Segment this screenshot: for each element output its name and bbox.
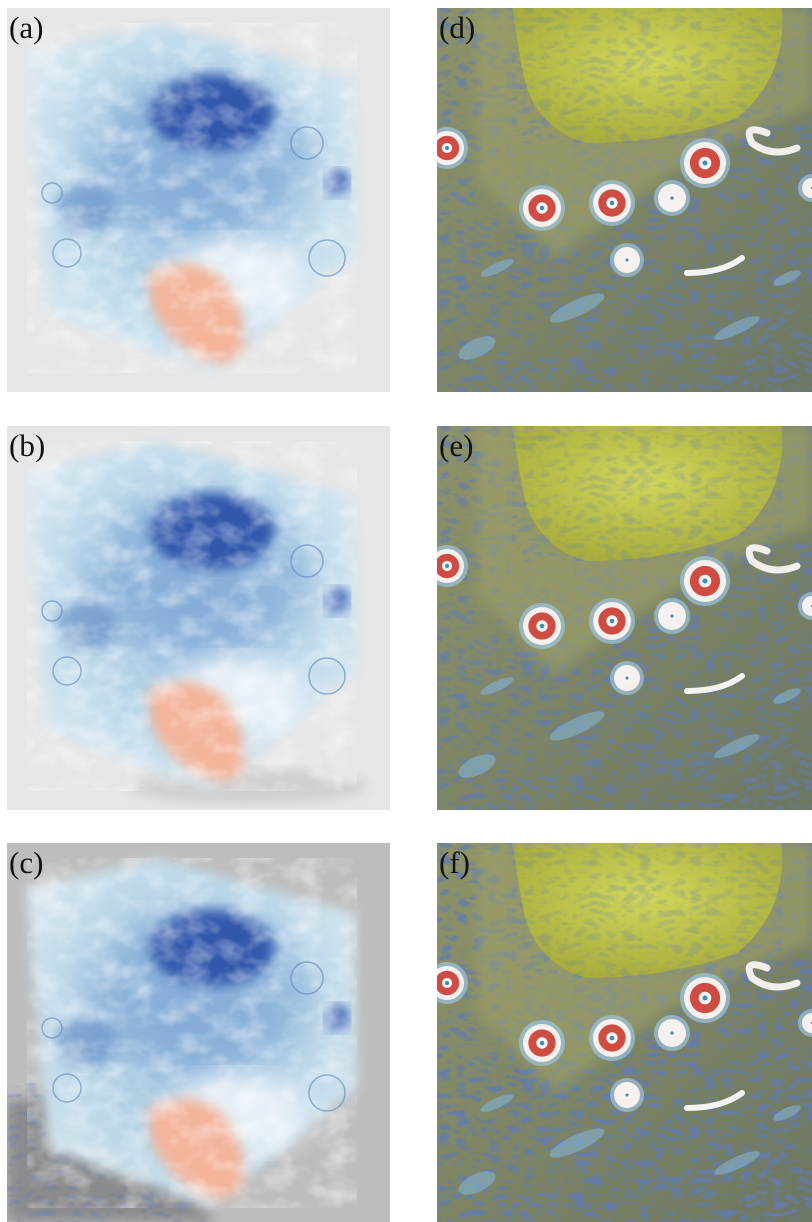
eddy-center	[540, 206, 545, 211]
eddy-center	[445, 564, 449, 568]
render	[426, 426, 812, 810]
panel: (c)	[7, 843, 390, 1222]
panel-label: (d)	[439, 10, 475, 45]
eddy-center	[445, 981, 449, 985]
eddy-center	[702, 578, 707, 583]
panel: (d)	[426, 8, 812, 392]
eddy-center	[625, 1093, 628, 1096]
eddy-center	[610, 201, 615, 206]
eddy-center	[625, 676, 628, 679]
eddy-center	[670, 196, 673, 199]
render	[426, 8, 812, 392]
eddy-center	[702, 160, 707, 165]
eddy-center	[610, 1036, 615, 1041]
figure: (a) (b) (c) (d) (e) (f)	[0, 0, 812, 1222]
panel-label: (c)	[9, 845, 43, 880]
panel: (f)	[426, 843, 812, 1222]
render	[426, 843, 812, 1222]
eddy-center	[702, 995, 707, 1000]
floor-shadow	[127, 768, 367, 804]
panel-label: (e)	[439, 428, 473, 463]
panel: (b)	[7, 426, 390, 810]
panel: (e)	[426, 426, 812, 810]
eddy-center	[670, 614, 673, 617]
eddy-center	[670, 1031, 673, 1034]
render	[7, 843, 390, 1222]
panel: (a)	[7, 8, 390, 392]
panel-label: (b)	[9, 428, 45, 463]
eddy-center	[610, 619, 615, 624]
eddy-center	[625, 258, 628, 261]
eddy-center	[445, 146, 449, 150]
render	[7, 426, 390, 810]
eddy-center	[540, 624, 545, 629]
render	[7, 8, 390, 392]
eddy-center	[540, 1041, 545, 1046]
panel-label: (a)	[9, 10, 43, 45]
panel-label: (f)	[439, 845, 470, 880]
